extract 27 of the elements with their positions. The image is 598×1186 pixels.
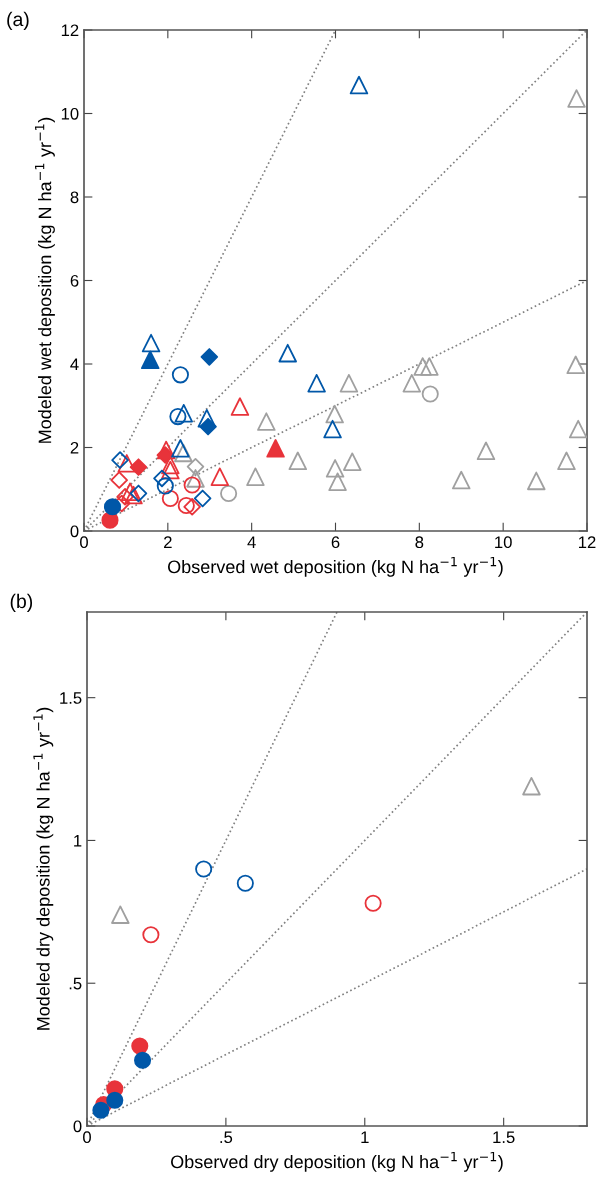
y-axis-title: Modeled wet deposition (kg N ha$^{−1}$ yr$^{−1}$) xyxy=(35,117,55,443)
y-tick-label: 6 xyxy=(70,274,79,287)
y-tick-label: 12 xyxy=(61,24,79,37)
x-axis-title: Observed dry deposition (kg N ha$^{−1}$ yr$^{−1}$) xyxy=(171,1151,503,1172)
y-tick-label: .5 xyxy=(69,977,82,990)
y-tick-label: 1.5 xyxy=(60,692,82,704)
x-tick-label: 4 xyxy=(247,536,256,548)
x-axis-title: Observed wet deposition (kg N ha$^{−1}$ yr$^{−1}$) xyxy=(167,556,503,577)
x-tick-label: 2 xyxy=(164,536,172,548)
y-tick-label: 0 xyxy=(73,1120,82,1133)
text: (a) xyxy=(7,11,29,30)
x-tick-label: 12 xyxy=(579,536,596,548)
y-tick-label: 0 xyxy=(70,525,79,538)
y-tick-label: 1 xyxy=(74,835,82,847)
x-tick-label: 1 xyxy=(361,1131,369,1143)
text: (b) xyxy=(10,593,33,612)
y-tick-label: 10 xyxy=(61,107,79,120)
y-tick-label: 8 xyxy=(70,191,79,204)
x-tick-label: 1.5 xyxy=(493,1131,515,1144)
x-tick-label: 10 xyxy=(495,536,512,549)
x-tick-label: .5 xyxy=(220,1131,233,1144)
x-tick-label: 0 xyxy=(83,1131,91,1144)
x-tick-label: 8 xyxy=(415,536,424,549)
y-tick-label: 4 xyxy=(70,358,79,371)
y-axis-title: Modeled dry deposition (kg N ha$^{−1}$ yr$^{−1}$) xyxy=(33,707,54,1030)
y-tick-label: 2 xyxy=(70,441,79,454)
x-tick-label: 6 xyxy=(331,536,340,549)
